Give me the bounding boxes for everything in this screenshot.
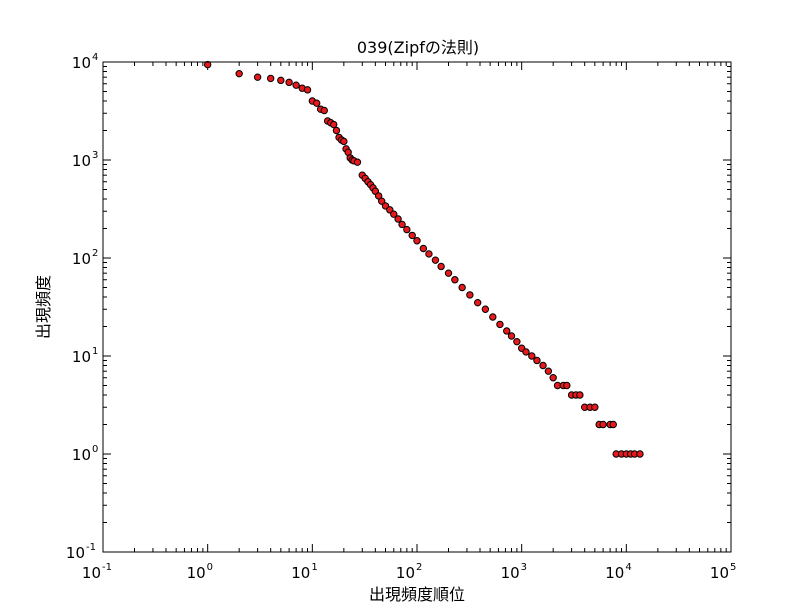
x-tick-exponent: 3	[521, 562, 527, 573]
y-axis-label: 出現頻度	[34, 275, 53, 339]
y-tick-base: 10	[72, 152, 91, 170]
scatter-point	[609, 420, 617, 429]
plot-area	[103, 62, 731, 552]
y-tick-label: 10 2	[72, 248, 98, 268]
scatter-point	[235, 69, 243, 78]
y-tick-base: 10	[72, 446, 91, 464]
y-tick-base: 10	[72, 54, 91, 72]
y-tick-base: 10	[66, 544, 85, 562]
scatter-point	[312, 99, 321, 107]
scatter-point	[266, 74, 275, 83]
y-tick-exponent: 3	[92, 150, 98, 161]
scatter-point	[544, 367, 553, 375]
scatter-point	[522, 348, 530, 356]
y-tick-label: 10 -1	[66, 542, 96, 562]
scatter-point	[378, 197, 386, 205]
scatter-point	[330, 120, 338, 129]
x-axis-label: 出現頻度順位	[369, 585, 465, 604]
scatter-point	[408, 231, 416, 240]
x-tick-exponent: 4	[625, 562, 631, 573]
scatter-point	[563, 381, 571, 390]
x-tick-label: 10 2	[396, 562, 422, 582]
scatter-point	[332, 126, 341, 135]
y-tick-exponent: 0	[92, 444, 98, 455]
scatter-point	[503, 327, 511, 335]
scatter-point	[576, 391, 584, 399]
scatter-point	[398, 220, 406, 229]
scatter-point	[203, 60, 212, 69]
x-tick-base: 10	[605, 564, 624, 582]
scatter-point	[489, 313, 497, 321]
scatter-point	[599, 420, 607, 429]
x-tick-base: 10	[501, 564, 520, 582]
scatter-point	[496, 320, 504, 329]
x-tick-base: 10	[396, 564, 415, 582]
chart-title: 039(Zipfの法則)	[357, 38, 479, 57]
scatter-point	[353, 158, 362, 166]
y-tick-base: 10	[72, 250, 91, 268]
scatter-point	[292, 81, 300, 89]
scatter-point	[507, 332, 516, 340]
x-tick-labels: 10 -1 10 0 10 1 10 2 10 3 10 4 10 5	[82, 562, 736, 582]
y-tick-label: 10 0	[72, 444, 98, 464]
x-tick-exponent: 1	[311, 562, 317, 573]
y-tick-exponent: 4	[92, 52, 98, 63]
scatter-point	[539, 361, 547, 370]
scatter-point	[513, 337, 521, 346]
scatter-point	[444, 269, 453, 277]
scatter-point	[285, 78, 293, 87]
x-tick-label: 10 4	[605, 562, 631, 582]
scatter-point	[277, 76, 285, 85]
x-tick-base: 10	[82, 564, 101, 582]
scatter-point	[636, 450, 644, 458]
scatter-point	[253, 73, 262, 81]
scatter-point	[403, 225, 411, 234]
x-tick-label: 10 0	[187, 562, 213, 582]
x-tick-exponent: 0	[207, 562, 213, 573]
scatter-point	[473, 298, 482, 307]
y-tick-exponent: 1	[92, 346, 98, 357]
scatter-point	[303, 86, 312, 94]
scatter-point	[528, 352, 536, 360]
x-tick-base: 10	[291, 564, 310, 582]
scatter-point	[451, 276, 459, 284]
scatter-point	[320, 106, 328, 115]
scatter-point	[425, 250, 433, 258]
scatter-point	[591, 403, 599, 411]
y-tick-exponent: 2	[92, 248, 98, 259]
x-tick-base: 10	[187, 564, 206, 582]
x-tick-label: 10 -1	[82, 562, 112, 582]
y-tick-exponent: -1	[86, 542, 96, 553]
y-tick-label: 10 1	[72, 346, 98, 366]
scatter-point	[458, 283, 466, 292]
x-tick-exponent: 2	[416, 562, 422, 573]
plot-frame	[102, 61, 732, 553]
scatter-point	[481, 305, 490, 313]
scatter-point	[466, 291, 474, 299]
x-tick-label: 10 3	[501, 562, 527, 582]
scatter-point	[437, 262, 445, 271]
scatter-point	[390, 210, 398, 218]
y-tick-base: 10	[72, 348, 91, 366]
y-tick-label: 10 4	[72, 52, 98, 72]
scatter-point	[549, 374, 557, 382]
x-tick-exponent: -1	[102, 562, 112, 573]
y-tick-label: 10 3	[72, 150, 98, 170]
data-points	[203, 60, 644, 458]
scatter-point	[419, 244, 428, 253]
x-tick-base: 10	[710, 564, 729, 582]
scatter-point	[431, 256, 440, 264]
scatter-point	[533, 356, 541, 365]
x-tick-label: 10 5	[710, 562, 736, 582]
x-tick-exponent: 5	[730, 562, 736, 573]
scatter-point	[340, 137, 348, 146]
scatter-point	[394, 215, 402, 223]
scatter-point	[413, 237, 421, 245]
x-tick-label: 10 1	[291, 562, 317, 582]
